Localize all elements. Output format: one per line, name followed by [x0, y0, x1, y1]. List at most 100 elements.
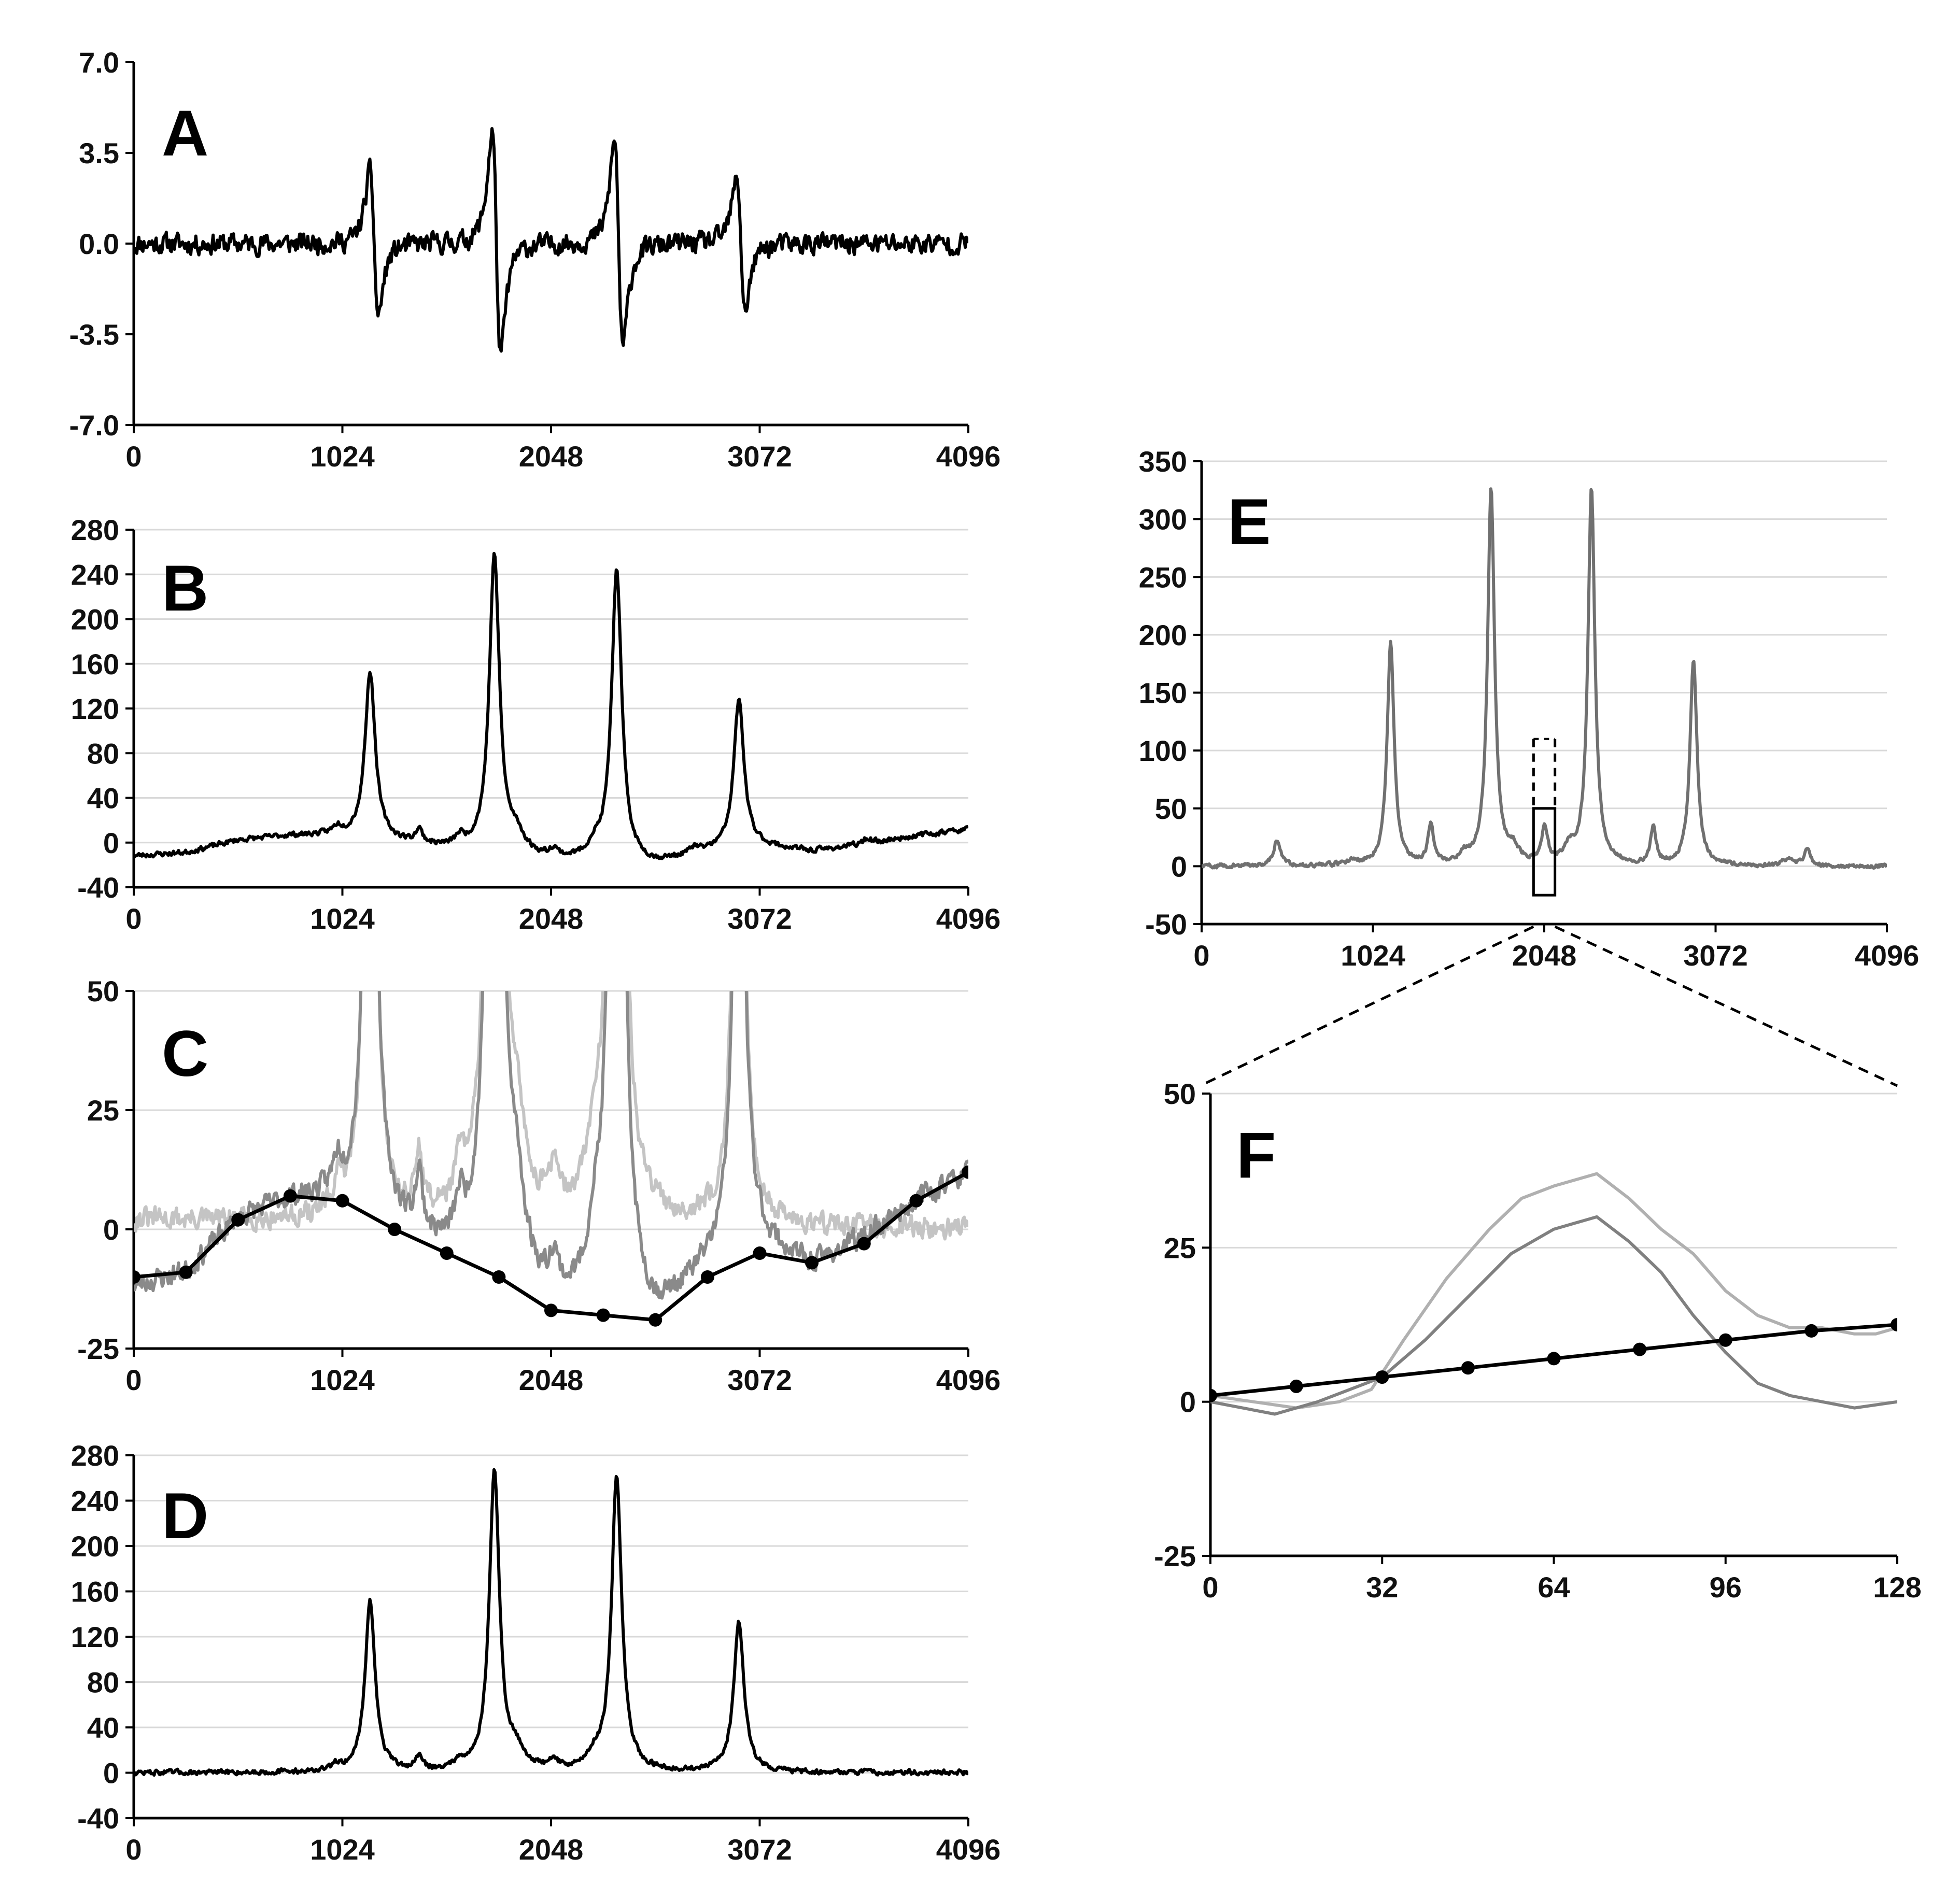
x-tick-label: 3072 — [727, 440, 792, 473]
data-point — [492, 1270, 506, 1284]
x-tick-label: 4096 — [936, 902, 1001, 935]
series-line-1 — [134, 551, 968, 860]
x-tick-label: 0 — [125, 440, 142, 473]
series-group — [1202, 487, 1887, 870]
data-point — [753, 1246, 767, 1260]
series-group — [134, 991, 968, 1327]
y-tick-label: 50 — [1155, 792, 1187, 825]
series-group — [134, 551, 968, 860]
data-point — [1891, 1318, 1897, 1331]
panel-a: 7.0 3.5 0.0 -3.5 -7.00 1024 2048 3072 4096 A — [69, 46, 1001, 473]
y-tick-label: 50 — [1164, 1077, 1196, 1110]
panel-label: F — [1236, 1119, 1276, 1192]
data-point — [857, 1237, 871, 1251]
data-point — [1210, 1388, 1217, 1402]
y-tick-label: 25 — [1164, 1231, 1196, 1264]
data-point — [1633, 1342, 1647, 1356]
data-point — [1375, 1370, 1389, 1384]
x-tick-label: 3072 — [1683, 939, 1748, 972]
series-group — [134, 127, 968, 353]
series-line-2 — [1210, 1215, 1897, 1416]
x-tick-label: 4096 — [936, 1364, 1001, 1396]
y-tick-label: 120 — [71, 692, 119, 725]
zoom-connector-right — [1554, 925, 1898, 1087]
x-tick-label: 1024 — [310, 1364, 375, 1396]
x-tick-label: 96 — [1710, 1571, 1742, 1604]
panel-label: A — [162, 97, 208, 169]
x-tick-label: 4096 — [1855, 939, 1920, 972]
x-tick-label: 128 — [1873, 1571, 1921, 1604]
y-tick-label: 0 — [1180, 1386, 1196, 1419]
zoom-region-box — [1532, 807, 1557, 897]
y-tick-label: 200 — [1139, 619, 1187, 651]
y-tick-label: 150 — [1139, 677, 1187, 710]
x-tick-label: 4096 — [936, 440, 1001, 473]
y-tick-label: 160 — [71, 648, 119, 680]
x-tick-label: 3072 — [727, 902, 792, 935]
x-tick-label: 2048 — [519, 440, 584, 473]
panel-label: E — [1228, 486, 1271, 558]
data-point — [1289, 1379, 1303, 1393]
y-tick-label: -3.5 — [69, 318, 120, 351]
series-line-1 — [1202, 487, 1887, 870]
y-tick-label: -40 — [77, 871, 119, 904]
panel-label: B — [162, 552, 208, 625]
data-point — [544, 1303, 558, 1317]
x-tick-label: 1024 — [310, 440, 375, 473]
data-point — [909, 1194, 923, 1208]
y-tick-label: 240 — [71, 1485, 119, 1518]
y-tick-label: 200 — [71, 1530, 119, 1563]
x-tick-label: 1024 — [1341, 939, 1405, 972]
x-tick-label: 2048 — [519, 902, 584, 935]
y-tick-label: 280 — [71, 514, 119, 546]
series-line-1 — [134, 991, 968, 1241]
x-tick-label: 1024 — [310, 1833, 375, 1866]
panel-label: D — [162, 1480, 208, 1552]
panels-group: 7.03.50.0-3.5-7.00 1024 2048 3072 4096A28024… — [69, 46, 1922, 1866]
y-tick-label: 40 — [87, 1711, 119, 1744]
y-tick-label: 25 — [87, 1094, 119, 1127]
y-tick-label: 7.0 — [79, 46, 119, 79]
x-tick-label: 0 — [125, 902, 142, 935]
data-point — [700, 1270, 714, 1284]
y-tick-label: 40 — [87, 782, 119, 815]
series-line-1 — [134, 1468, 968, 1777]
data-point — [440, 1246, 454, 1260]
zoom-connector — [1199, 925, 1898, 1087]
data-point — [1804, 1324, 1818, 1338]
x-tick-label: 4096 — [936, 1833, 1001, 1866]
y-tick-label: 0 — [103, 1213, 119, 1246]
y-tick-label: -50 — [1145, 908, 1187, 941]
y-tick-label: 280 — [71, 1439, 119, 1472]
data-point — [1718, 1333, 1732, 1347]
y-tick-label: 0 — [103, 1757, 119, 1790]
y-tick-label: 80 — [87, 1666, 119, 1699]
x-tick-label: 1024 — [310, 902, 375, 935]
x-tick-label: 32 — [1366, 1571, 1398, 1604]
data-point — [648, 1313, 662, 1327]
panel-label: C — [162, 1018, 208, 1090]
x-tick-label: 0 — [1202, 1571, 1218, 1604]
data-point — [335, 1194, 349, 1208]
series-group — [134, 1468, 968, 1777]
y-tick-label: 100 — [1139, 734, 1187, 767]
data-point — [134, 1270, 140, 1284]
data-point — [388, 1223, 402, 1236]
x-tick-label: 2048 — [519, 1364, 584, 1396]
y-tick-label: 3.5 — [79, 137, 119, 169]
data-point — [1547, 1352, 1561, 1366]
series-line-1 — [134, 127, 968, 353]
y-tick-label: 120 — [71, 1621, 119, 1653]
y-tick-label: -25 — [77, 1332, 119, 1365]
y-tick-label: 350 — [1139, 445, 1187, 478]
y-tick-label: 0 — [103, 827, 119, 859]
x-tick-label: 2048 — [1512, 939, 1577, 972]
y-tick-label: 50 — [87, 975, 119, 1008]
y-tick-label: 200 — [71, 603, 119, 636]
data-point — [962, 1165, 968, 1179]
y-tick-label: 160 — [71, 1576, 119, 1608]
